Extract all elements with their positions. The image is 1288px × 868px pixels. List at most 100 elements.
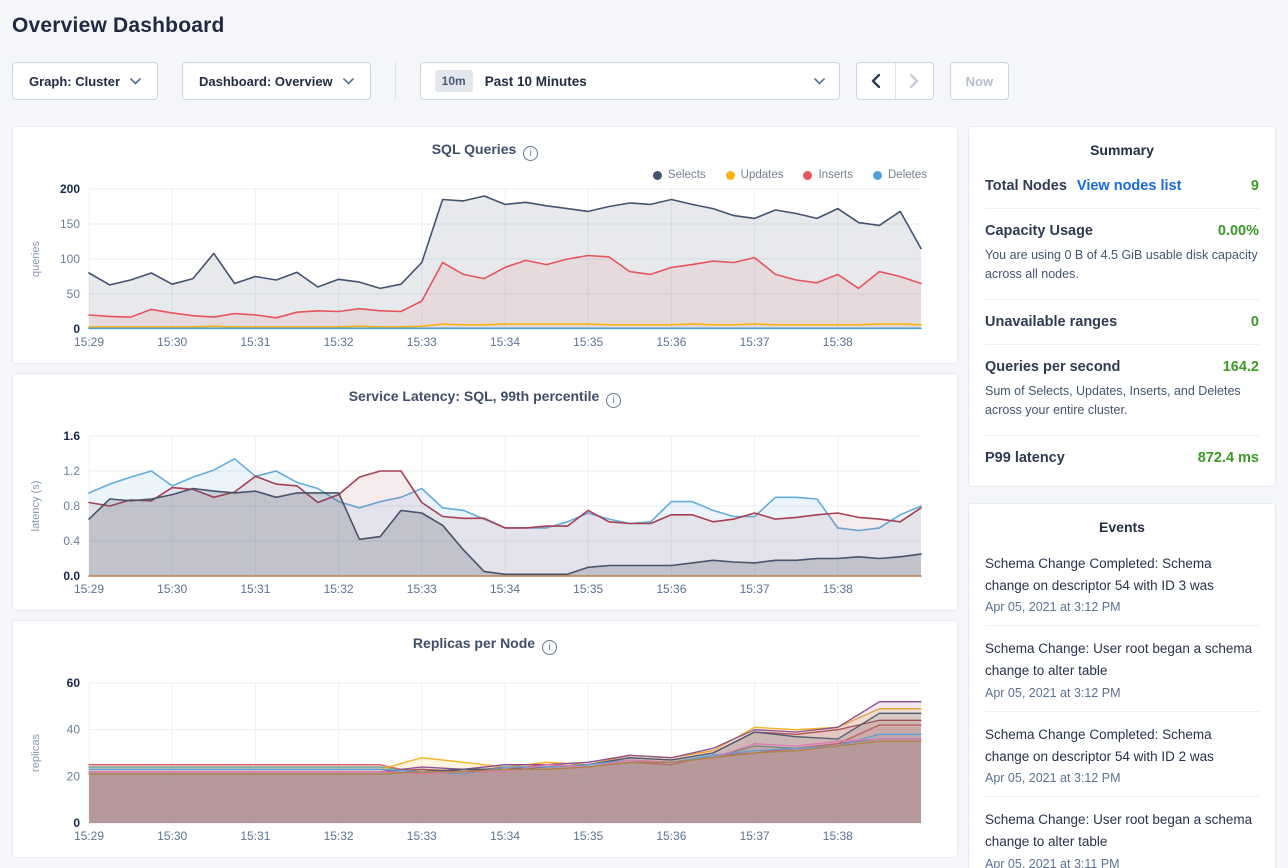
summary-value: 0 [1250, 313, 1259, 330]
svg-text:15:38: 15:38 [823, 829, 853, 843]
svg-text:200: 200 [60, 183, 80, 196]
chart-title: Service Latency: SQL, 99th percentile i [25, 388, 945, 408]
svg-text:15:34: 15:34 [490, 582, 520, 596]
svg-text:15:29: 15:29 [74, 335, 104, 349]
now-button[interactable]: Now [949, 62, 1010, 100]
svg-text:60: 60 [67, 677, 81, 690]
svg-text:15:31: 15:31 [240, 582, 270, 596]
legend-item: Deletes [873, 169, 927, 181]
svg-text:15:33: 15:33 [407, 335, 437, 349]
time-range-selector[interactable]: 10m Past 10 Minutes [419, 62, 840, 100]
view-nodes-list-link[interactable]: View nodes list [1076, 178, 1182, 194]
chevron-down-icon [813, 77, 825, 85]
summary-row: Unavailable ranges 0 [985, 300, 1259, 345]
event-message: Schema Change Completed: Schema change o… [985, 555, 1214, 593]
summary-title: Summary [1090, 142, 1154, 158]
svg-text:15:38: 15:38 [823, 335, 853, 349]
chevron-right-icon [909, 74, 918, 88]
replicas-per-node-chart[interactable]: 15:29 15:30 15:31 15:32 15:33 15:34 15:35 15:36… [25, 677, 947, 847]
graph-dropdown[interactable]: Graph: Cluster [12, 62, 159, 100]
svg-text:15:36: 15:36 [656, 582, 686, 596]
svg-text:0.4: 0.4 [63, 534, 80, 548]
info-icon[interactable]: i [523, 146, 539, 161]
event-timestamp: Apr 05, 2021 at 3:12 PM [985, 771, 1121, 786]
legend-label: Inserts [818, 169, 853, 181]
replicas-per-node-panel: Replicas per Node i 15:29 15:30 15:31 15:32 1… [12, 620, 958, 858]
summary-value: 9 [1250, 178, 1259, 194]
service-latency-chart[interactable]: 15:29 15:30 15:31 15:32 15:33 15:34 15:35 15:36… [25, 430, 947, 600]
event-message: Schema Change: User root began a schema … [985, 812, 1253, 850]
svg-text:15:35: 15:35 [573, 335, 603, 349]
svg-text:15:29: 15:29 [74, 829, 104, 843]
summary-row: Capacity Usage 0.00% You are using 0 B of … [985, 209, 1259, 300]
svg-text:15:32: 15:32 [324, 829, 354, 843]
dashboard-dropdown-label: Dashboard: Overview [199, 73, 333, 89]
legend-label: Deletes [888, 169, 927, 181]
svg-text:40: 40 [67, 723, 81, 737]
summary-label: Total Nodes [985, 178, 1067, 194]
events-title: Events [1099, 518, 1145, 535]
svg-text:15:37: 15:37 [740, 829, 770, 843]
summary-label: Queries per second [985, 358, 1121, 375]
svg-text:15:34: 15:34 [490, 829, 520, 843]
svg-text:15:32: 15:32 [324, 335, 354, 349]
chart-title: SQL Queries i [25, 141, 945, 161]
summary-value: 164.2 [1222, 358, 1259, 375]
svg-text:150: 150 [60, 217, 80, 231]
svg-text:15:38: 15:38 [823, 582, 853, 596]
svg-text:0.8: 0.8 [63, 499, 80, 513]
event-timestamp: Apr 05, 2021 at 3:12 PM [985, 600, 1121, 615]
chart-legend: Selects Updates Inserts Deletes [652, 169, 927, 181]
summary-label: Capacity Usage [985, 223, 1093, 239]
page-title: Overview Dashboard [12, 14, 225, 37]
event-timestamp: Apr 05, 2021 at 3:12 PM [985, 685, 1121, 700]
svg-text:replicas: replicas [30, 734, 42, 772]
svg-text:latency (s): latency (s) [30, 481, 42, 532]
svg-text:queries: queries [30, 240, 42, 277]
svg-text:15:36: 15:36 [656, 335, 686, 349]
summary-caption: Sum of Selects, Updates, Inserts, and De… [985, 383, 1241, 418]
svg-text:0: 0 [73, 816, 80, 830]
svg-text:0: 0 [73, 322, 80, 336]
legend-dot-icon [873, 170, 882, 180]
info-icon[interactable]: i [542, 640, 558, 655]
time-step-buttons [855, 62, 934, 100]
sql-queries-panel: SQL Queries i Selects Updates Inserts Delete… [12, 126, 958, 364]
svg-text:15:35: 15:35 [573, 582, 603, 596]
svg-text:15:30: 15:30 [157, 829, 187, 843]
chart-title: Replicas per Node i [25, 635, 945, 655]
svg-text:15:30: 15:30 [157, 335, 187, 349]
side-column: Summary Total Nodes View nodes list 9 Capac… [968, 126, 1276, 868]
event-message: Schema Change: User root began a schema … [985, 641, 1253, 679]
service-latency-panel: Service Latency: SQL, 99th percentile i 1… [12, 373, 958, 611]
legend-item: Inserts [803, 169, 853, 181]
main-content: SQL Queries i Selects Updates Inserts Delete… [0, 126, 1288, 868]
graph-dropdown-label: Graph: Cluster [29, 73, 121, 89]
event-item: Schema Change: User root began a schema … [985, 626, 1259, 712]
event-item: Schema Change Completed: Schema change o… [985, 541, 1259, 627]
summary-label: Unavailable ranges [985, 313, 1118, 330]
toolbar-divider [394, 62, 396, 100]
summary-value: 872.4 ms [1197, 449, 1259, 466]
svg-text:15:37: 15:37 [740, 335, 770, 349]
info-icon[interactable]: i [606, 393, 622, 408]
chevron-down-icon [342, 77, 354, 85]
legend-item: Selects [652, 169, 706, 181]
svg-text:0.0: 0.0 [63, 569, 80, 583]
time-range-badge: 10m [434, 70, 473, 92]
summary-row: Queries per second 164.2 Sum of Selects, U… [985, 345, 1259, 436]
svg-text:20: 20 [67, 769, 81, 783]
time-back-button[interactable] [857, 63, 895, 99]
dashboard-dropdown[interactable]: Dashboard: Overview [182, 62, 371, 100]
time-forward-button-disabled[interactable] [894, 63, 933, 99]
sql-queries-chart[interactable]: 15:29 15:30 15:31 15:32 15:33 15:34 15:35 15:36… [25, 183, 947, 353]
charts-column: SQL Queries i Selects Updates Inserts Delete… [12, 126, 958, 868]
legend-dot-icon [803, 170, 813, 180]
svg-text:15:35: 15:35 [573, 829, 603, 843]
svg-text:15:32: 15:32 [324, 582, 354, 596]
toolbar: Graph: Cluster Dashboard: Overview 10m P… [0, 48, 1288, 100]
svg-text:15:37: 15:37 [740, 582, 770, 596]
time-range-label: Past 10 Minutes [484, 73, 587, 89]
events-panel: Events Schema Change Completed: Schema c… [968, 502, 1276, 868]
svg-text:15:31: 15:31 [240, 829, 270, 843]
